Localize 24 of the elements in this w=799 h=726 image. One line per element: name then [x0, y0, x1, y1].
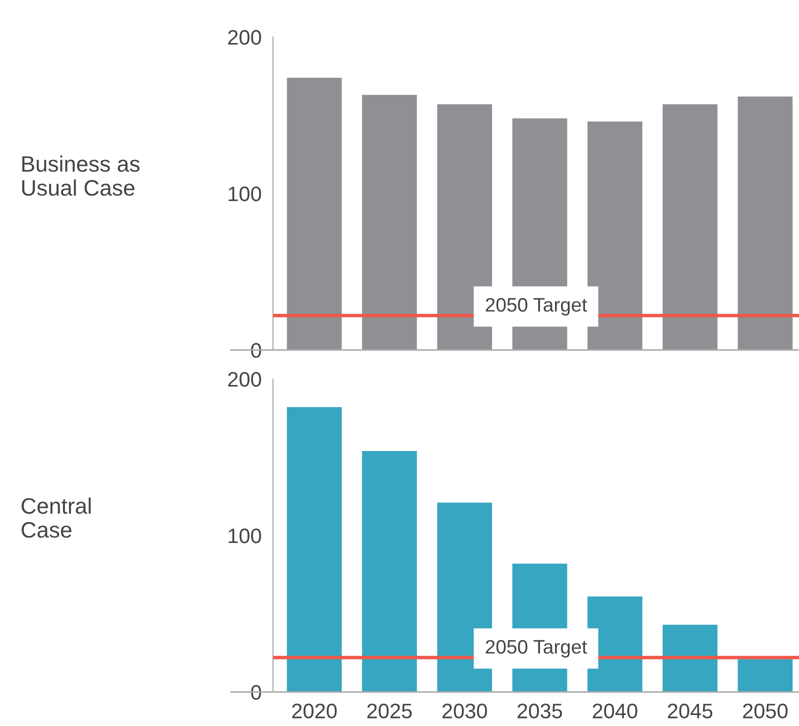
bar: [362, 450, 417, 692]
x-tick-label: 2045: [668, 704, 712, 718]
x-tick-label: 2035: [518, 704, 562, 718]
bar: [286, 407, 342, 692]
y-tick-label: 100: [228, 528, 262, 544]
x-tick-label: 2030: [442, 704, 487, 718]
y-tick-label: 200: [228, 30, 262, 45]
bar: [362, 94, 417, 350]
bar: [662, 104, 718, 350]
y-tick-label: 200: [228, 372, 262, 387]
ref-line-label: 2050 Target: [486, 298, 588, 316]
y-tick-label: 100: [228, 186, 262, 202]
x-tick-label: 2040: [592, 704, 638, 718]
x-tick-label: 2050: [743, 704, 788, 718]
ref-line-label: 2050 Target: [486, 640, 588, 658]
bar: [738, 96, 793, 350]
x-tick-label: 2020: [292, 704, 337, 718]
x-tick-label: 2025: [367, 704, 412, 718]
y-axis-title: Central Case: [22, 498, 91, 538]
bar: [662, 624, 718, 692]
y-axis-title: Business as Usual Case: [22, 156, 140, 196]
bar: [738, 659, 793, 692]
bar: [286, 78, 342, 350]
bar: [587, 122, 642, 350]
